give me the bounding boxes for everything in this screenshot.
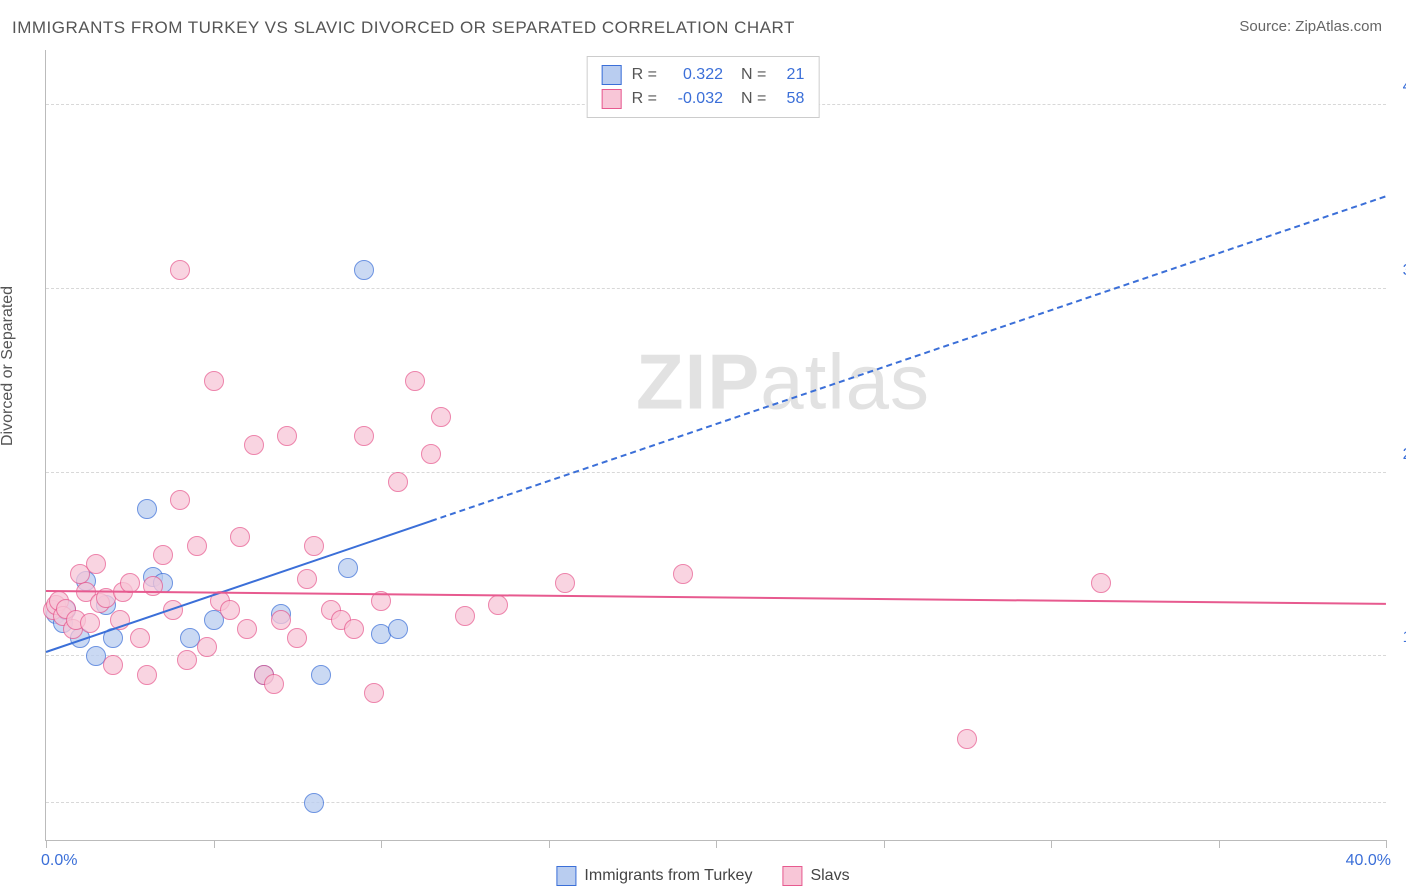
- source-value: ZipAtlas.com: [1295, 18, 1382, 35]
- x-tick: [214, 840, 215, 848]
- data-point-slavs: [287, 628, 307, 648]
- data-point-slavs: [1091, 573, 1111, 593]
- x-tick: [381, 840, 382, 848]
- gridline-h: [46, 472, 1386, 473]
- data-point-slavs: [555, 573, 575, 593]
- watermark: ZIPatlas: [636, 336, 930, 427]
- x-label-min: 0.0%: [41, 852, 77, 870]
- watermark-rest: atlas: [760, 337, 930, 425]
- data-point-slavs: [344, 619, 364, 639]
- legend-row-slavs: R = -0.032 N = 58: [602, 87, 805, 111]
- y-tick-label: 40.0%: [1403, 78, 1406, 96]
- x-tick: [549, 840, 550, 848]
- scatter-plot: ZIPatlas 10.0%20.0%30.0%40.0%0.0%40.0%: [45, 50, 1386, 841]
- x-tick: [1386, 840, 1387, 848]
- data-point-slavs: [170, 260, 190, 280]
- legend-item-turkey: Immigrants from Turkey: [556, 866, 752, 886]
- data-point-turkey: [338, 558, 358, 578]
- series-legend: Immigrants from Turkey Slavs: [556, 866, 849, 886]
- watermark-bold: ZIP: [636, 337, 760, 425]
- data-point-turkey: [354, 260, 374, 280]
- n-label: N =: [741, 66, 766, 84]
- legend-row-turkey: R = 0.322 N = 21: [602, 63, 805, 87]
- chart-title: IMMIGRANTS FROM TURKEY VS SLAVIC DIVORCE…: [12, 18, 795, 38]
- y-tick-label: 10.0%: [1403, 629, 1406, 647]
- data-point-slavs: [488, 595, 508, 615]
- data-point-slavs: [364, 683, 384, 703]
- x-tick: [716, 840, 717, 848]
- data-point-slavs: [177, 650, 197, 670]
- data-point-slavs: [957, 729, 977, 749]
- r-label: R =: [632, 90, 657, 108]
- x-tick: [884, 840, 885, 848]
- r-value: 0.322: [667, 66, 723, 84]
- data-point-slavs: [204, 371, 224, 391]
- data-point-slavs: [143, 576, 163, 596]
- swatch-turkey: [556, 866, 576, 886]
- data-point-slavs: [153, 545, 173, 565]
- trend-line: [431, 195, 1386, 522]
- data-point-slavs: [354, 426, 374, 446]
- swatch-turkey: [602, 65, 622, 85]
- y-tick-label: 20.0%: [1403, 446, 1406, 464]
- data-point-slavs: [230, 527, 250, 547]
- data-point-slavs: [271, 610, 291, 630]
- n-value: 58: [776, 90, 804, 108]
- data-point-slavs: [220, 600, 240, 620]
- swatch-slavs: [602, 89, 622, 109]
- legend-label: Slavs: [810, 867, 849, 885]
- data-point-slavs: [431, 407, 451, 427]
- data-point-slavs: [388, 472, 408, 492]
- data-point-slavs: [673, 564, 693, 584]
- legend-item-slavs: Slavs: [782, 866, 849, 886]
- r-value: -0.032: [667, 90, 723, 108]
- data-point-slavs: [304, 536, 324, 556]
- trend-line: [46, 590, 1386, 605]
- data-point-slavs: [237, 619, 257, 639]
- x-tick: [1051, 840, 1052, 848]
- x-tick: [1219, 840, 1220, 848]
- data-point-slavs: [130, 628, 150, 648]
- data-point-slavs: [137, 665, 157, 685]
- y-tick-label: 30.0%: [1403, 262, 1406, 280]
- source-prefix: Source:: [1239, 18, 1295, 35]
- swatch-slavs: [782, 866, 802, 886]
- correlation-legend: R = 0.322 N = 21 R = -0.032 N = 58: [587, 56, 820, 118]
- data-point-slavs: [86, 554, 106, 574]
- gridline-h: [46, 655, 1386, 656]
- data-point-slavs: [244, 435, 264, 455]
- y-axis-title: Divorced or Separated: [0, 286, 17, 446]
- data-point-slavs: [197, 637, 217, 657]
- source-label: Source: ZipAtlas.com: [1239, 18, 1382, 35]
- gridline-h: [46, 802, 1386, 803]
- data-point-slavs: [264, 674, 284, 694]
- data-point-slavs: [455, 606, 475, 626]
- data-point-slavs: [170, 490, 190, 510]
- data-point-turkey: [388, 619, 408, 639]
- data-point-slavs: [297, 569, 317, 589]
- data-point-turkey: [137, 499, 157, 519]
- gridline-h: [46, 288, 1386, 289]
- data-point-slavs: [421, 444, 441, 464]
- data-point-turkey: [304, 793, 324, 813]
- data-point-slavs: [187, 536, 207, 556]
- r-label: R =: [632, 66, 657, 84]
- n-value: 21: [776, 66, 804, 84]
- x-tick: [46, 840, 47, 848]
- data-point-slavs: [80, 613, 100, 633]
- data-point-slavs: [277, 426, 297, 446]
- data-point-slavs: [103, 655, 123, 675]
- data-point-slavs: [405, 371, 425, 391]
- data-point-turkey: [311, 665, 331, 685]
- legend-label: Immigrants from Turkey: [584, 867, 752, 885]
- n-label: N =: [741, 90, 766, 108]
- x-label-max: 40.0%: [1346, 852, 1391, 870]
